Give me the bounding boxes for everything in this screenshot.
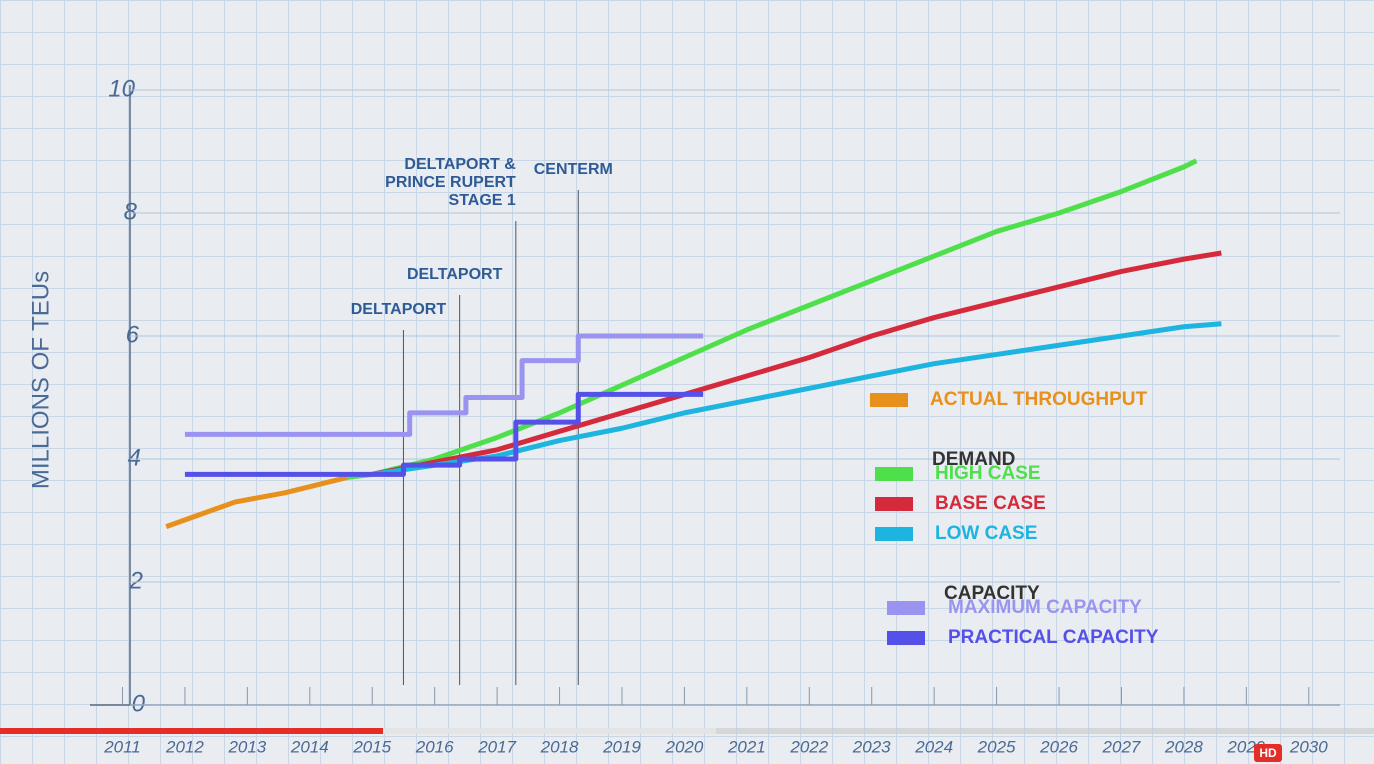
x-tick-label: 2015	[352, 737, 391, 756]
y-tick-label: 6	[126, 321, 140, 348]
x-tick-label: 2025	[977, 737, 1016, 756]
hd-badge-bg	[1254, 744, 1282, 762]
progress-played[interactable]	[0, 728, 383, 734]
y-tick-label: 10	[108, 75, 135, 102]
x-tick-label: 2019	[602, 737, 641, 756]
x-tick-label: 2016	[415, 737, 454, 756]
legend-label: PRACTICAL CAPACITY	[948, 627, 1159, 648]
x-tick-label: 2024	[914, 737, 953, 756]
legend-label: LOW CASE	[935, 523, 1037, 544]
x-tick-label: 2020	[665, 737, 704, 756]
hd-badge[interactable]: HD	[1259, 746, 1277, 760]
x-tick-label: 2022	[789, 737, 828, 756]
annotation-label: DELTAPORT	[407, 266, 503, 283]
series-line	[346, 158, 1198, 480]
series-line	[184, 333, 704, 437]
legend-label: HIGH CASE	[935, 463, 1041, 484]
legend-swatch	[887, 601, 925, 615]
x-tick-label: 2023	[852, 737, 891, 756]
legend-swatch	[887, 631, 925, 645]
y-tick-label: 2	[129, 567, 143, 594]
x-tick-label: 2011	[103, 737, 141, 756]
series-line	[371, 250, 1222, 477]
legend-group: CAPACITY	[944, 583, 1040, 604]
x-tick-label: 2013	[227, 737, 266, 756]
x-tick-label: 2027	[1102, 737, 1141, 756]
x-tick-label: 2017	[477, 737, 516, 756]
x-tick-label: 2018	[540, 737, 579, 756]
y-tick-label: 4	[128, 444, 141, 471]
annotation-label: DELTAPORT &	[404, 156, 516, 173]
legend-swatch	[875, 527, 913, 541]
y-tick-label: 0	[132, 690, 146, 717]
progress-buffered	[383, 728, 716, 734]
legend-label: ACTUAL THROUGHPUT	[930, 389, 1147, 410]
legend-swatch	[875, 467, 913, 481]
legend-swatch	[870, 393, 908, 407]
x-tick-label: 2012	[165, 737, 204, 756]
x-tick-label: 2014	[290, 737, 329, 756]
legend-group: DEMAND	[932, 449, 1015, 470]
annotation-label: STAGE 1	[449, 192, 516, 209]
y-axis-label: MILLIONS OF TEUs	[27, 271, 54, 489]
x-tick-label: 2021	[727, 737, 766, 756]
series-line	[184, 391, 704, 477]
annotation-label: CENTERM	[534, 161, 613, 178]
x-tick-label: 2026	[1039, 737, 1078, 756]
legend-swatch	[875, 497, 913, 511]
annotation-label: DELTAPORT	[351, 301, 447, 318]
series-line	[165, 475, 348, 530]
annotation-label: PRINCE RUPERT	[385, 174, 516, 191]
legend-label: MAXIMUM CAPACITY	[948, 597, 1142, 618]
plot: 0 2 4 6 8 10 2011 2012 2013 2014 2015 2016 2017 2018 2…	[90, 75, 1340, 756]
x-tick-label: 2028	[1164, 737, 1203, 756]
x-tick-label: 2030	[1289, 737, 1328, 756]
y-tick-label: 8	[124, 198, 138, 225]
legend-label: BASE CASE	[935, 493, 1046, 514]
